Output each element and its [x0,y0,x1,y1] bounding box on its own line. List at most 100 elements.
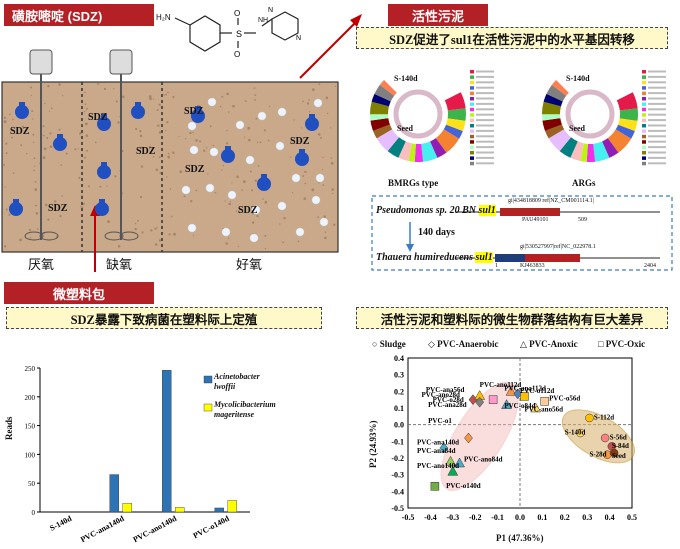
x-tick-label: -0.2 [469,513,482,522]
donut-segment [435,129,460,153]
plastic-bag-icon [221,146,235,163]
svg-text:N: N [268,7,273,14]
bar-legend-2: Mycolicibacterium mageritense [214,400,276,419]
air-bubble [209,147,219,157]
legend-swatch [642,70,646,74]
donut-segment [542,118,562,131]
arrow-to-sludge [299,19,359,79]
point-label: PVC-ano56d [524,405,563,413]
y-tick-label: 50 [28,480,36,488]
scatter-point [505,385,517,396]
air-bubble [311,195,321,205]
donut-segment [387,137,406,158]
donut-segment [379,80,397,96]
scatter-point [464,432,473,444]
category-label: PVC-ana140d [79,514,126,545]
y-tick-label: 0.2 [394,387,404,396]
legend-swatch [470,124,474,128]
legend-swatch [203,403,213,412]
scatter-point [576,428,585,438]
donut-segment [551,80,569,96]
legend-swatch [642,145,646,150]
point-label: PVC-ana112d [504,385,546,393]
legend-swatch [470,140,474,144]
donut-segment [619,108,639,121]
legend-swatch [642,102,646,106]
legend-swatch [470,161,474,166]
sdz-label-5: SDZ [184,106,204,117]
species-thauera-name: Thauera humireducens [376,252,473,263]
point-label: S-140d [565,429,586,437]
x-tick-label: 0.0 [515,513,525,522]
donut-segment [607,129,632,153]
bar [227,500,237,513]
y-tick-label: -0.1 [391,437,404,446]
legend-swatch [642,161,646,166]
plastic-bag-icon [9,199,23,216]
y-tick-label: -0.5 [391,504,404,513]
donut-segment [370,114,389,121]
y-tick-label: -0.4 [391,487,404,496]
legend-swatch [642,134,646,139]
plastic-bag-icon [97,114,111,131]
donut-segment [430,138,447,158]
point-label: S-112d [594,414,614,422]
point-label: S-84d [612,442,629,450]
x-tick-label: 0.5 [627,513,637,522]
donut-segment [542,114,561,121]
plastic-bag-icon [257,174,271,191]
donut-segment [446,118,466,132]
donut2-caption: ARGs [572,178,596,188]
donut-segment [586,143,596,163]
plastic-bag-icon [295,149,309,166]
y-tick-label: 0 [32,509,36,517]
days-label: 140 days [418,227,455,238]
bar [162,370,172,513]
point-label: PVC-ano84d [464,455,503,463]
x-tick-label: -0.3 [446,513,459,522]
plastic-bag-icon [15,102,29,119]
donut-segment [398,141,413,162]
point-label: PVC-o112d [520,387,554,395]
sdz-label-3: SDZ [136,146,156,157]
y-tick-label: 0.1 [394,404,404,413]
point-label: PVC-ana28d [428,401,467,409]
air-bubble [189,145,199,155]
donut-segment [370,101,389,115]
donut-segment [370,118,390,131]
legend-swatch [642,151,646,155]
legend-swatch [642,97,646,101]
scatter-point [445,455,456,466]
tank-label-anoxic: 缺氧 [106,257,133,272]
point-label: PVC-ano112d [480,381,522,389]
x-tick-label: -0.4 [424,513,437,522]
legend-swatch [642,107,646,112]
legend-oxic-label: PVC-Oxic [605,339,646,349]
scatter-point [530,402,542,413]
end1: 509 [578,217,587,223]
sludge-headline: SDZ促进了sul1在活性污泥中的水平基因转移 [356,27,668,49]
air-bubble [187,121,197,131]
sul1-gene-bottom [525,254,580,262]
point-label: PVC-o1 [428,417,452,425]
donut-segment [421,141,438,162]
point-label: Seed [612,452,626,460]
donut-segment [593,141,610,162]
donut-segment [570,141,585,162]
pcoa-xlabel: P1 (47.36%) [496,533,544,543]
legend-swatch [642,86,646,90]
air-bubble [249,233,259,243]
donut2-center-top: S-140d [566,74,590,83]
plastic-bag-icon [95,199,109,216]
air-bubble [207,97,217,107]
legend-swatch [642,75,646,79]
y-tick-label: -0.2 [391,454,404,463]
plastic-bag-icon [97,162,111,179]
legend-swatch [470,97,474,101]
donut-segment [543,93,563,107]
air-bubble [319,217,329,227]
bar [122,503,132,513]
donut1-caption: BMRGs type [388,178,439,188]
legend-anaerobic: ◇ PVC-Anaerobic [428,339,499,350]
bar [109,474,119,513]
